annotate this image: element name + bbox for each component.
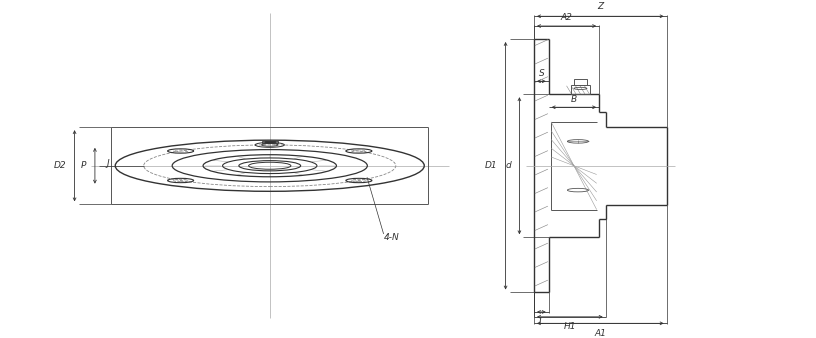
Text: d: d — [505, 161, 511, 170]
Text: L: L — [539, 317, 544, 326]
Text: J: J — [107, 159, 109, 168]
Bar — [570, 85, 590, 94]
Text: A1: A1 — [594, 329, 606, 338]
Text: D2: D2 — [54, 161, 66, 170]
Text: S: S — [539, 69, 544, 78]
Text: H1: H1 — [564, 322, 576, 331]
Text: D1: D1 — [485, 161, 497, 170]
Text: B: B — [571, 95, 577, 104]
Text: 4-N: 4-N — [384, 233, 400, 242]
Bar — [265, 141, 275, 142]
Text: A2: A2 — [561, 14, 573, 22]
Text: P: P — [81, 161, 86, 170]
Bar — [262, 141, 278, 143]
Bar — [574, 79, 587, 85]
Text: Z: Z — [597, 2, 603, 11]
